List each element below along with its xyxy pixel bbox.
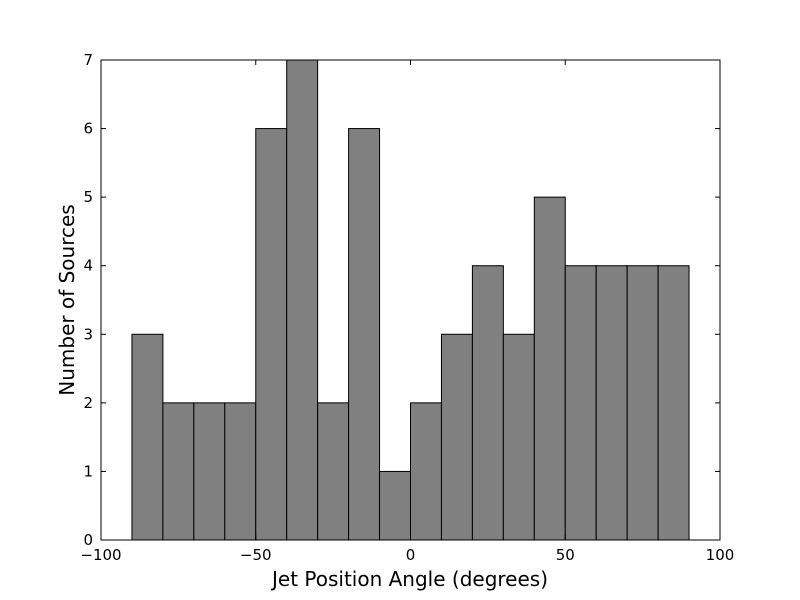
y-tick-label: 3 xyxy=(83,325,93,343)
histogram-bar xyxy=(657,265,690,541)
y-tick-label: 0 xyxy=(83,531,93,549)
histogram-bar xyxy=(348,128,381,541)
y-tick-label: 1 xyxy=(83,462,93,480)
histogram-bar xyxy=(626,265,659,541)
y-tick-label: 4 xyxy=(83,257,93,275)
x-tick-label: 50 xyxy=(556,546,575,564)
histogram-bar xyxy=(286,59,319,541)
ticks-layer: −100 −50 0 50 100 0 1 2 3 4 5 6 7 xyxy=(80,51,734,564)
histogram-bar xyxy=(255,128,288,541)
x-tick-label: 0 xyxy=(406,546,416,564)
y-tick-label: 6 xyxy=(83,120,93,138)
histogram-bar xyxy=(193,402,226,541)
histogram-bar xyxy=(440,333,473,541)
y-axis-label: Number of Sources xyxy=(55,204,79,395)
histogram-bar xyxy=(410,402,442,541)
histogram-bar xyxy=(595,265,628,541)
histogram-bar xyxy=(224,402,257,541)
histogram-bar xyxy=(379,470,411,541)
y-tick-label: 2 xyxy=(83,394,93,412)
y-tick-label: 7 xyxy=(83,51,93,69)
histogram-bar xyxy=(471,265,504,541)
histogram-bar xyxy=(317,402,350,541)
histogram-bar xyxy=(564,265,597,541)
x-tick-label: −50 xyxy=(240,546,272,564)
x-axis-label: Jet Position Angle (degrees) xyxy=(270,567,548,591)
x-tick-label: −100 xyxy=(80,546,121,564)
x-tick-label: 100 xyxy=(706,546,735,564)
histogram-bar xyxy=(533,196,566,541)
plot-frame xyxy=(100,59,721,541)
histogram-bar xyxy=(131,333,164,541)
bars-layer xyxy=(131,59,690,541)
histogram-bar xyxy=(162,402,195,541)
y-tick-label: 5 xyxy=(83,188,93,206)
histogram-bar xyxy=(502,333,535,541)
